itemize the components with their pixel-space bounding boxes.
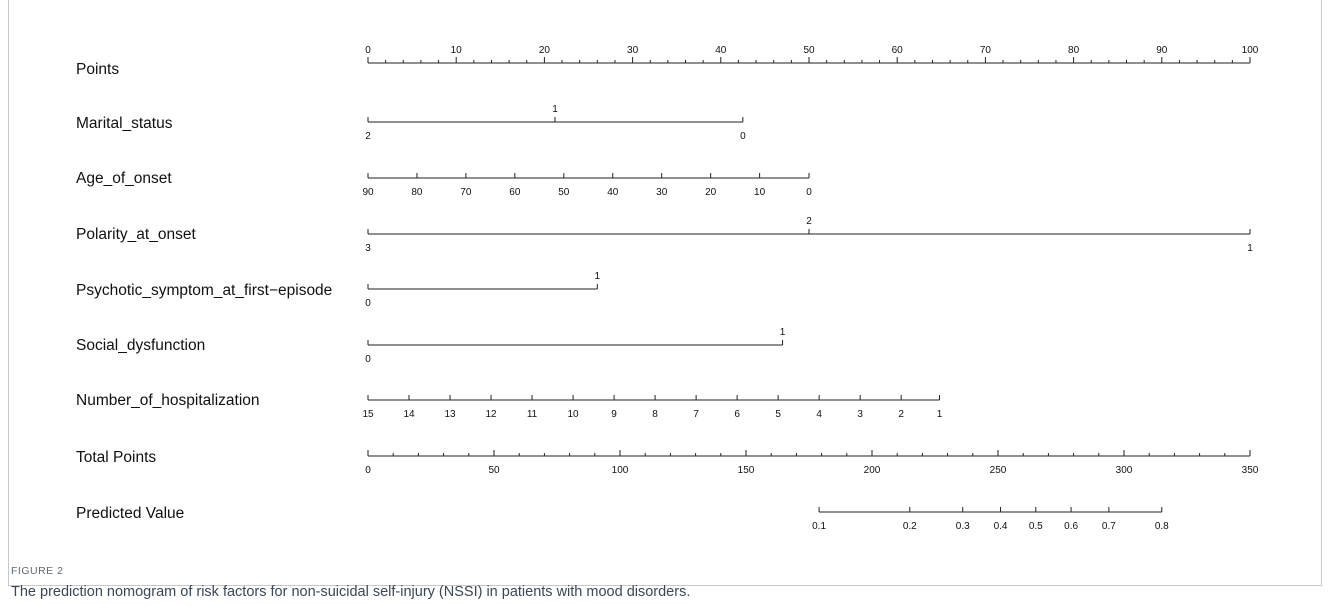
tick-label: 7 [693,409,699,420]
row-label: Marital_status [76,115,173,132]
tick-label: 3 [857,409,863,420]
tick-label: 40 [607,187,619,198]
tick-label: 0.4 [994,521,1008,532]
tick-label: 0 [365,354,371,365]
row-label: Social_dysfunction [76,337,205,354]
tick-label: 15 [362,409,374,420]
tick-label: 30 [627,45,639,56]
tick-label: 0 [365,45,371,56]
tick-label: 1 [1247,243,1253,254]
row-predicted-value: 0.1 0.2 0.3 0.4 0.5 0.6 0.7 0.8 [812,507,1169,532]
tick-label: 2 [898,409,904,420]
tick-label: 90 [1156,45,1168,56]
tick-label: 200 [864,465,881,476]
tick-label: 20 [539,45,551,56]
row-label: Points [76,61,119,78]
row-labels: Points Marital_status Age_of_onset Polarity… [76,61,332,522]
row-points: 0 10 20 30 40 50 60 70 80 90 100 [365,45,1259,64]
tick-label: 1 [552,104,558,115]
tick-label: 11 [527,409,538,420]
tick-label: 60 [892,45,904,56]
tick-label: 0 [365,465,371,476]
tick-label: 1 [937,409,943,420]
row-number-of-hospitalization: 15 14 13 12 11 10 9 8 7 6 5 4 3 2 1 [362,395,943,420]
tick-label: 0 [365,298,371,309]
figure-frame [8,0,1322,586]
tick-label: 90 [362,187,374,198]
tick-label: 2 [365,131,371,142]
row-label: Age_of_onset [76,170,172,187]
tick-label: 12 [485,409,497,420]
row-label: Psychotic_symptom_at_first−episode [76,282,332,299]
row-total-points: 0 50 100 150 200 250 300 350 [365,450,1259,476]
tick-label: 100 [1242,45,1259,56]
row-psychotic-symptom-at-first-episode: 01 [365,271,600,309]
tick-label: 0.6 [1064,521,1078,532]
tick-label: 1 [780,327,786,338]
tick-label: 350 [1242,465,1259,476]
tick-label: 10 [451,45,463,56]
tick-label: 0.8 [1155,521,1169,532]
tick-label: 80 [411,187,423,198]
tick-label: 4 [816,409,822,420]
tick-label: 0.2 [903,521,917,532]
row-polarity-at-onset: 3 2 1 [365,216,1253,254]
tick-label: 100 [612,465,629,476]
tick-label: 8 [652,409,658,420]
tick-label: 3 [365,243,371,254]
tick-label: 10 [568,409,580,420]
tick-label: 0.5 [1029,521,1043,532]
tick-label: 50 [803,45,815,56]
tick-label: 40 [715,45,727,56]
row-label: Number_of_hospitalization [76,392,260,409]
tick-label: 0.3 [956,521,970,532]
tick-label: 1 [595,271,601,282]
tick-label: 5 [775,409,781,420]
nomogram-chart: Points Marital_status Age_of_onset Polarity… [76,45,1259,532]
tick-label: 300 [1116,465,1133,476]
tick-label: 10 [754,187,766,198]
tick-label: 70 [980,45,992,56]
tick-label: 30 [656,187,668,198]
tick-label: 20 [705,187,717,198]
tick-label: 50 [558,187,570,198]
tick-label: 60 [509,187,521,198]
figure-caption: The prediction nomogram of risk factors … [11,584,691,600]
row-label: Polarity_at_onset [76,226,196,243]
figure-label: FIGURE 2 [11,565,64,577]
tick-label: 0 [740,131,746,142]
tick-label: 50 [488,465,500,476]
tick-label: 150 [738,465,755,476]
tick-label: 13 [444,409,456,420]
row-label: Predicted Value [76,505,184,522]
row-age-of-onset: 90 80 70 60 50 40 30 20 10 0 [362,173,812,198]
tick-label: 0.1 [812,521,826,532]
row-social-dysfunction: 01 [365,327,786,365]
tick-label: 0.7 [1102,521,1116,532]
tick-label: 2 [806,216,812,227]
tick-label: 14 [403,409,415,420]
tick-label: 80 [1068,45,1080,56]
row-marital-status: 2 1 0 [365,104,746,142]
tick-label: 9 [611,409,617,420]
tick-label: 250 [990,465,1007,476]
tick-label: 6 [734,409,740,420]
tick-label: 0 [806,187,812,198]
tick-label: 70 [460,187,472,198]
row-label: Total Points [76,449,156,466]
